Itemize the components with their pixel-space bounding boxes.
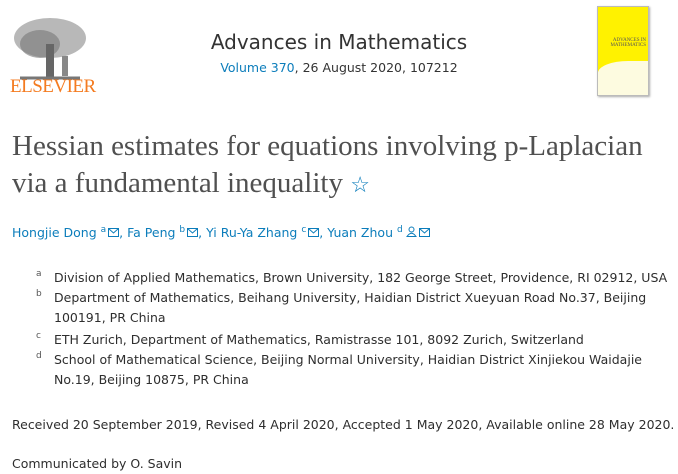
affiliation: d School of Mathematical Science, Beijing… [36,351,642,387]
author-link[interactable]: Hongjie Dong a, [12,225,128,241]
email-icon[interactable] [308,228,320,238]
star-icon[interactable]: ☆ [350,172,370,197]
person-icon[interactable] [405,226,417,238]
affiliation-ref[interactable]: a [100,225,107,235]
affiliation: b Department of Mathematics, Beihang Univ… [36,289,647,325]
journal-title[interactable]: Advances in Mathematics [210,30,468,54]
communicated-by: Communicated by O. Savin [12,456,183,471]
elsevier-tree-logo [10,16,90,86]
cover-title: ADVANCES IN MATHEMATICS [610,38,646,48]
affiliation: a Division of Applied Mathematics, Brown … [36,269,668,285]
volume-info: Volume 370, 26 August 2020, 107212 [0,60,678,75]
author-link[interactable]: Yuan Zhou d [327,225,430,240]
journal-cover-thumbnail[interactable]: ADVANCES IN MATHEMATICS [597,6,649,96]
affiliation: c ETH Zurich, Department of Mathematics, … [36,331,584,347]
email-icon[interactable] [108,228,120,238]
author-link[interactable]: Fa Peng b, [127,225,207,241]
affiliation-ref[interactable]: c [301,225,307,235]
affiliation-ref[interactable]: b [179,225,186,235]
elsevier-wordmark[interactable]: ELSEVIER [10,76,96,97]
issue-info: , 26 August 2020, 107212 [294,60,458,75]
email-icon[interactable] [418,228,430,238]
article-title: Hessian estimates for equations involvin… [12,130,643,199]
article-dates: Received 20 September 2019, Revised 4 Ap… [12,417,675,432]
author-link[interactable]: Yi Ru-Ya Zhang c, [206,225,328,241]
email-icon[interactable] [187,228,199,238]
author-list: Hongjie Dong a, Fa Peng b, Yi Ru-Ya Zhan… [12,225,430,240]
affiliation-ref[interactable]: d [396,225,403,235]
volume-link[interactable]: Volume 370 [220,60,295,75]
